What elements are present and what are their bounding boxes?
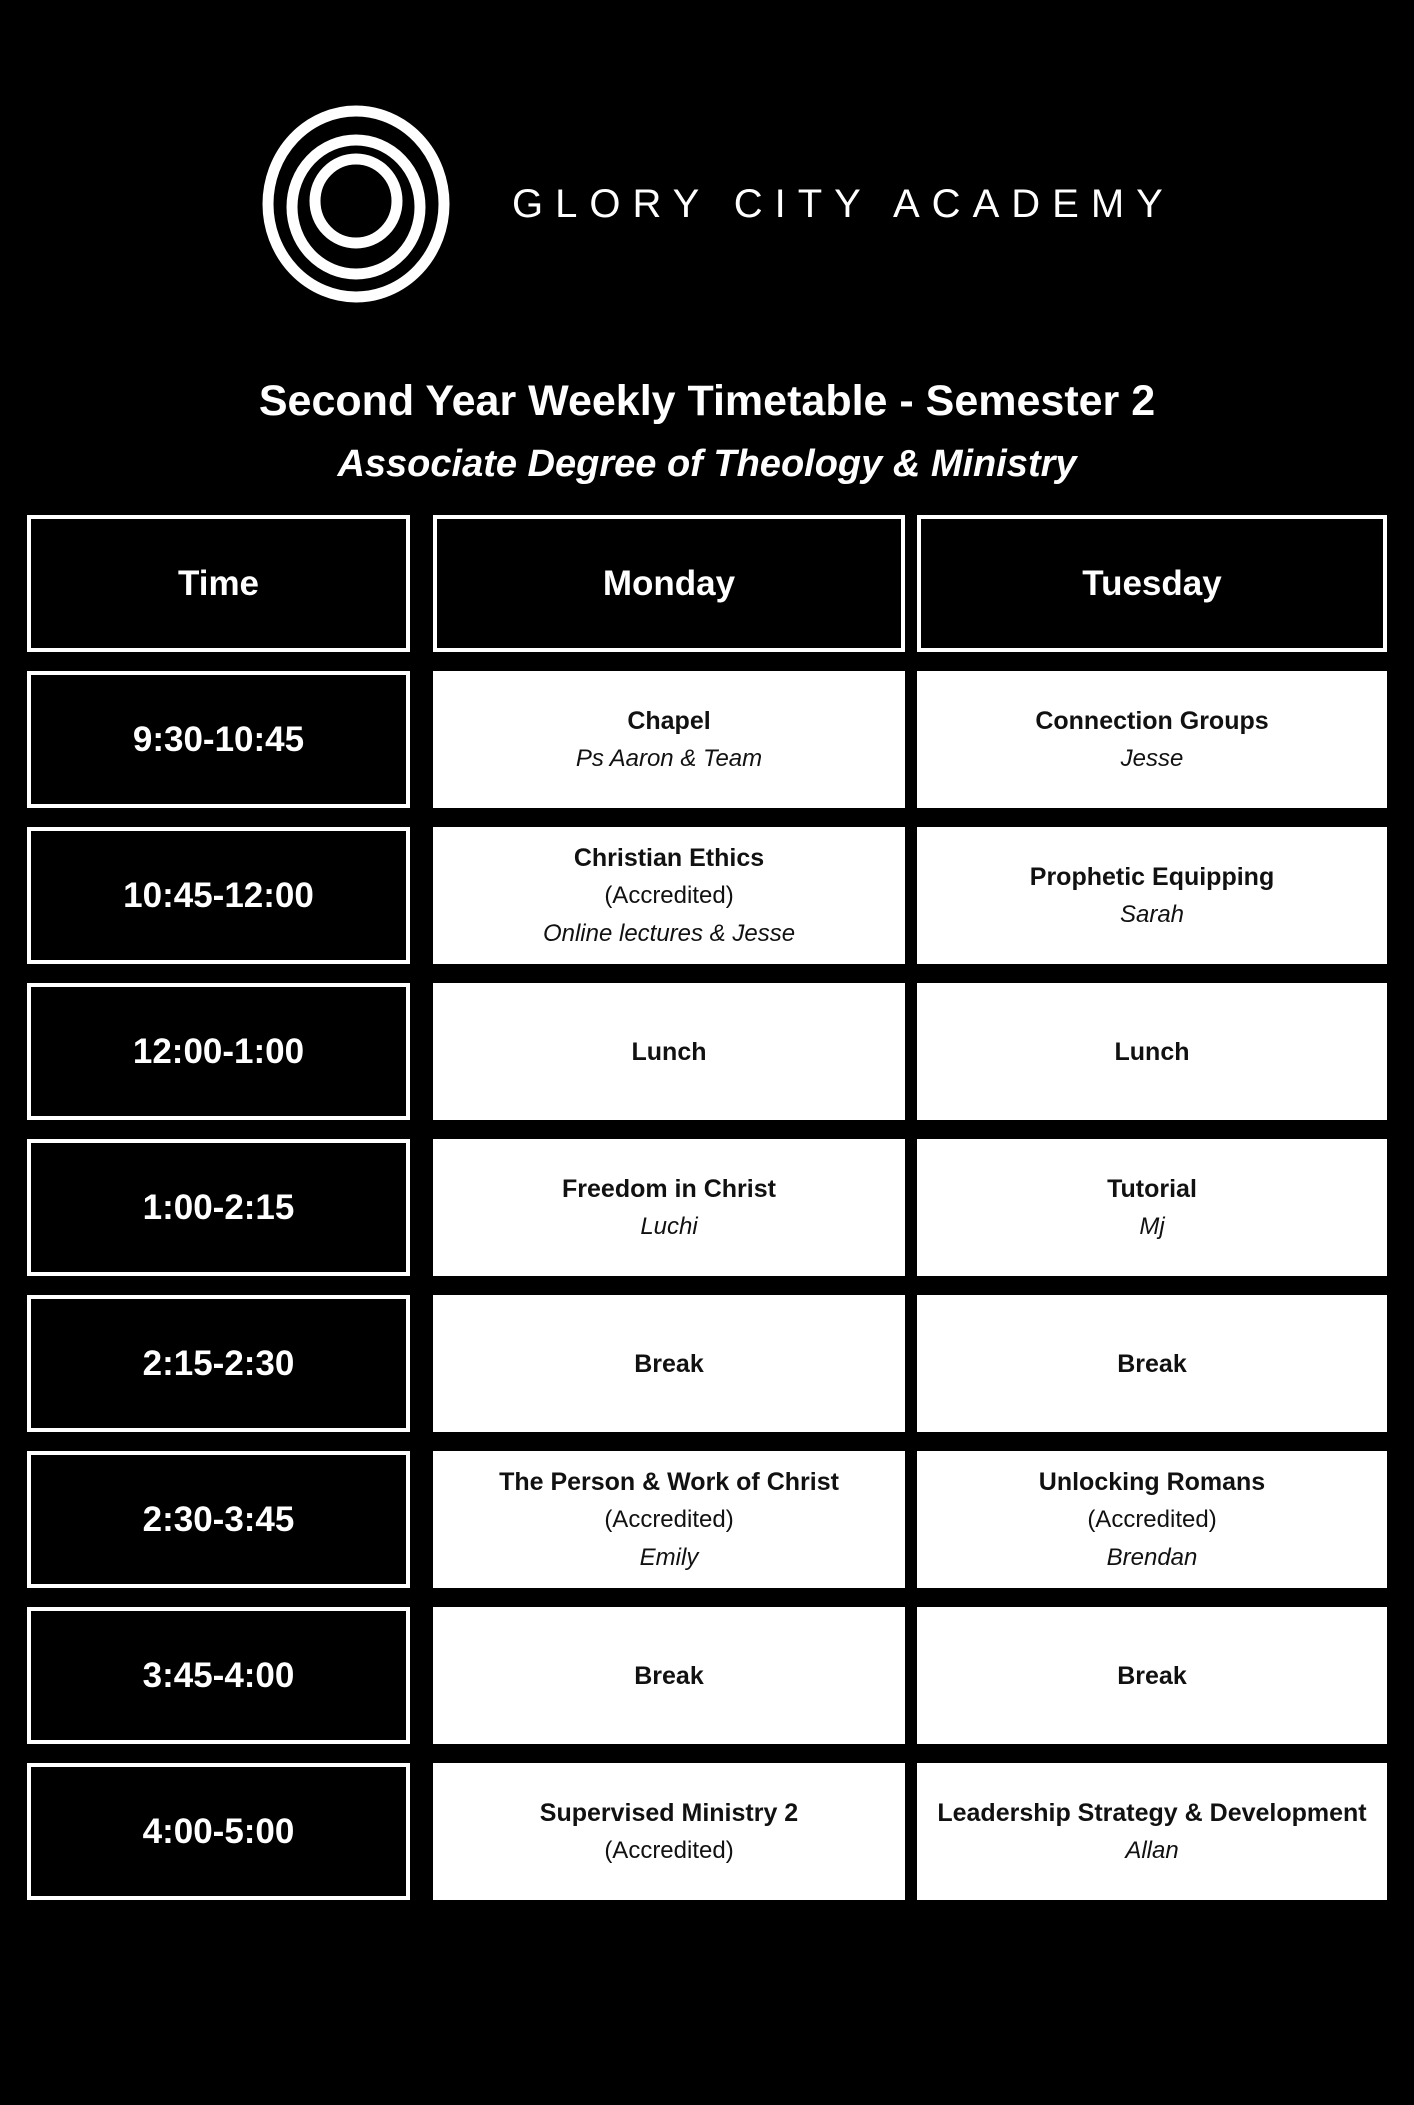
session-presenter: Emily (639, 1543, 699, 1571)
session-cell-monday: Break (433, 1607, 905, 1744)
session-note: (Accredited) (1087, 1505, 1217, 1533)
session-title: Christian Ethics (573, 843, 765, 872)
time-slot: 2:15-2:30 (27, 1295, 410, 1432)
time-slot: 2:30-3:45 (27, 1451, 410, 1588)
session-cell-monday: Chapel Ps Aaron & Team (433, 671, 905, 808)
session-title: Lunch (631, 1037, 707, 1066)
time-slot: 1:00-2:15 (27, 1139, 410, 1276)
column-header-time: Time (27, 515, 410, 652)
time-slot: 9:30-10:45 (27, 671, 410, 808)
column-header-tuesday: Tuesday (917, 515, 1387, 652)
time-slot: 4:00-5:00 (27, 1763, 410, 1900)
session-presenter: Luchi (640, 1212, 698, 1240)
session-title: Supervised Ministry 2 (539, 1798, 799, 1827)
session-cell-monday: Freedom in Christ Luchi (433, 1139, 905, 1276)
session-presenter: Online lectures & Jesse (542, 919, 796, 947)
session-title: Break (634, 1349, 704, 1378)
session-cell-tuesday: Lunch (917, 983, 1387, 1120)
timetable-grid: Time Monday Tuesday 9:30-10:45 Chapel Ps… (27, 515, 1387, 1900)
session-note: (Accredited) (604, 1505, 734, 1533)
glory-city-logo-icon (262, 105, 450, 303)
session-title: Lunch (1114, 1037, 1190, 1066)
session-cell-tuesday: Unlocking Romans (Accredited) Brendan (917, 1451, 1387, 1588)
session-cell-tuesday: Leadership Strategy & Development Allan (917, 1763, 1387, 1900)
session-title: Break (1117, 1349, 1187, 1378)
timetable-poster: GLORY CITY ACADEMY Second Year Weekly Ti… (0, 105, 1414, 2105)
session-note: (Accredited) (604, 1836, 734, 1864)
brand-header: GLORY CITY ACADEMY (262, 105, 1414, 303)
session-title: The Person & Work of Christ (499, 1467, 839, 1496)
session-title: Leadership Strategy & Development (937, 1798, 1367, 1827)
session-cell-tuesday: Break (917, 1295, 1387, 1432)
session-title: Connection Groups (1035, 706, 1269, 735)
column-header-monday: Monday (433, 515, 905, 652)
session-title: Prophetic Equipping (1029, 862, 1275, 891)
session-title: Unlocking Romans (1038, 1467, 1266, 1496)
session-presenter: Sarah (1119, 900, 1185, 928)
page-title: Second Year Weekly Timetable - Semester … (258, 377, 1156, 425)
session-note: (Accredited) (604, 881, 734, 909)
session-presenter: Allan (1125, 1836, 1179, 1864)
time-slot: 12:00-1:00 (27, 983, 410, 1120)
session-presenter: Ps Aaron & Team (575, 744, 763, 772)
session-title: Break (1117, 1661, 1187, 1690)
session-cell-monday: Lunch (433, 983, 905, 1120)
session-cell-tuesday: Connection Groups Jesse (917, 671, 1387, 808)
session-title: Chapel (627, 706, 711, 735)
session-cell-monday: The Person & Work of Christ (Accredited)… (433, 1451, 905, 1588)
session-cell-tuesday: Prophetic Equipping Sarah (917, 827, 1387, 964)
brand-wordmark: GLORY CITY ACADEMY (512, 181, 1175, 226)
page-subtitle: Associate Degree of Theology & Ministry (337, 443, 1077, 485)
session-presenter: Jesse (1120, 744, 1184, 772)
session-cell-monday: Christian Ethics (Accredited) Online lec… (433, 827, 905, 964)
session-cell-tuesday: Tutorial Mj (917, 1139, 1387, 1276)
session-cell-tuesday: Break (917, 1607, 1387, 1744)
session-presenter: Mj (1139, 1212, 1165, 1240)
time-slot: 3:45-4:00 (27, 1607, 410, 1744)
time-slot: 10:45-12:00 (27, 827, 410, 964)
session-title: Freedom in Christ (562, 1174, 776, 1203)
session-title: Break (634, 1661, 704, 1690)
session-cell-monday: Break (433, 1295, 905, 1432)
session-title: Tutorial (1107, 1174, 1197, 1203)
session-cell-monday: Supervised Ministry 2 (Accredited) (433, 1763, 905, 1900)
session-presenter: Brendan (1106, 1543, 1198, 1571)
